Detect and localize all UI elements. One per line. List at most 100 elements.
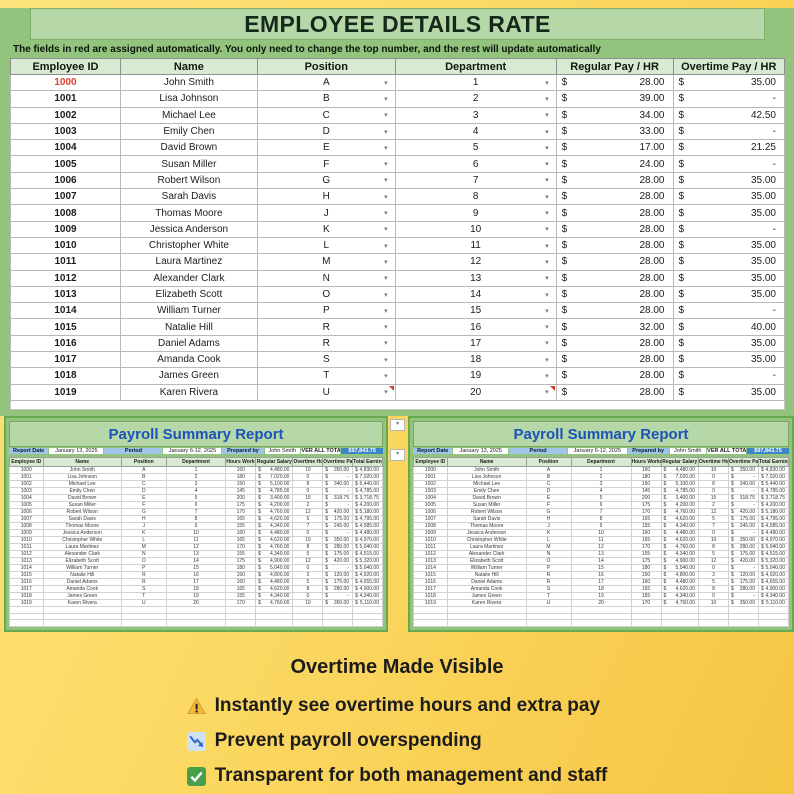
- cell-position[interactable]: A ▾: [256, 73, 396, 92]
- cell-regular-pay[interactable]: $28.00: [555, 351, 674, 369]
- cell-position[interactable]: G ▾: [256, 171, 396, 190]
- cell-name[interactable]: John Smith: [119, 73, 258, 92]
- cell-regular-pay[interactable]: $28.00: [555, 367, 674, 385]
- cell-position[interactable]: E ▾: [256, 139, 396, 157]
- dropdown-arrow-icon[interactable]: ▾: [384, 340, 388, 348]
- cell-department[interactable]: 17 ▾: [394, 334, 557, 353]
- cell-employee-id[interactable]: 1017: [10, 351, 121, 369]
- dropdown-arrow-icon[interactable]: ▾: [384, 258, 388, 266]
- dropdown-arrow-icon[interactable]: ▾: [384, 193, 388, 201]
- cell-regular-pay[interactable]: $28.00: [555, 334, 674, 353]
- cell-regular-pay[interactable]: $32.00: [555, 318, 674, 336]
- cell-position[interactable]: C ▾: [256, 106, 396, 124]
- cell-employee-id[interactable]: 1014: [10, 302, 121, 320]
- cell-department[interactable]: 18 ▾: [394, 351, 557, 369]
- cell-name[interactable]: Amanda Cook: [119, 351, 258, 369]
- dropdown-arrow-icon[interactable]: ▾: [384, 112, 388, 120]
- cell-name[interactable]: David Brown: [119, 139, 258, 157]
- cell-overtime-pay[interactable]: $35.00: [672, 269, 785, 287]
- cell-name[interactable]: Emily Chen: [119, 122, 258, 141]
- cell-employee-id[interactable]: 1000: [10, 73, 121, 92]
- cell-regular-pay[interactable]: $28.00: [555, 188, 674, 206]
- cell-position[interactable]: J ▾: [256, 204, 396, 222]
- cell-position[interactable]: U ▾: [256, 383, 396, 401]
- cell-employee-id[interactable]: 1001: [10, 90, 121, 108]
- cell-position[interactable]: P ▾: [256, 302, 396, 320]
- cell-regular-pay[interactable]: $28.00: [555, 383, 674, 401]
- cell-employee-id[interactable]: 1016: [10, 334, 121, 353]
- cell-overtime-pay[interactable]: $40.00: [672, 318, 785, 336]
- cell-name[interactable]: Karen Rivera: [119, 383, 258, 401]
- cell-name[interactable]: William Turner: [119, 302, 258, 320]
- cell-name[interactable]: Michael Lee: [119, 106, 258, 124]
- dropdown-arrow-icon[interactable]: ▾: [545, 372, 549, 380]
- cell-regular-pay[interactable]: $39.00: [555, 90, 674, 108]
- cell-name[interactable]: Elizabeth Scott: [119, 285, 258, 304]
- cell-department[interactable]: 3 ▾: [394, 106, 557, 124]
- cell-position[interactable]: D ▾: [256, 122, 396, 141]
- dropdown-arrow-icon[interactable]: ▾: [545, 210, 549, 218]
- cell-regular-pay[interactable]: $28.00: [555, 302, 674, 320]
- cell-department[interactable]: 4 ▾: [394, 122, 557, 141]
- dropdown-arrow-icon[interactable]: ▾: [545, 242, 549, 250]
- dropdown-arrow-icon[interactable]: ▾: [384, 161, 388, 169]
- dropdown-arrow-icon[interactable]: ▾: [384, 324, 388, 332]
- cell-position[interactable]: S ▾: [256, 351, 396, 369]
- cell-department[interactable]: 15 ▾: [394, 302, 557, 320]
- cell-employee-id[interactable]: 1012: [10, 269, 121, 287]
- cell-overtime-pay[interactable]: $35.00: [672, 383, 785, 401]
- cell-overtime-pay[interactable]: $ -: [672, 155, 785, 173]
- cell-regular-pay[interactable]: $33.00: [555, 122, 674, 141]
- cell-employee-id[interactable]: 1015: [10, 318, 121, 336]
- cell-name[interactable]: Christopher White: [119, 236, 258, 255]
- cell-overtime-pay[interactable]: $ -: [672, 367, 785, 385]
- dropdown-arrow-icon[interactable]: ▾: [545, 307, 549, 315]
- cell-department[interactable]: 1 ▾: [394, 73, 557, 92]
- cell-overtime-pay[interactable]: $35.00: [672, 334, 785, 353]
- dropdown-arrow-icon[interactable]: ▾: [384, 226, 388, 234]
- cell-overtime-pay[interactable]: $35.00: [672, 253, 785, 271]
- dropdown-arrow-icon[interactable]: ▾: [384, 242, 388, 250]
- cell-regular-pay[interactable]: $28.00: [555, 285, 674, 304]
- cell-name[interactable]: Thomas Moore: [119, 204, 258, 222]
- dropdown-arrow-icon[interactable]: ▾: [545, 291, 549, 299]
- cell-regular-pay[interactable]: $28.00: [555, 73, 674, 92]
- dropdown-arrow-icon[interactable]: ▾: [384, 389, 388, 397]
- cell-employee-id[interactable]: 1005: [10, 155, 121, 173]
- cell-employee-id[interactable]: 1009: [10, 220, 121, 238]
- dropdown-arrow-icon[interactable]: ▾: [545, 324, 549, 332]
- cell-overtime-pay[interactable]: $35.00: [672, 351, 785, 369]
- cell-overtime-pay[interactable]: $35.00: [672, 73, 785, 92]
- cell-department[interactable]: 9 ▾: [394, 204, 557, 222]
- cell-overtime-pay[interactable]: $21.25: [672, 139, 785, 157]
- cell-employee-id[interactable]: 1004: [10, 139, 121, 157]
- cell-regular-pay[interactable]: $34.00: [555, 106, 674, 124]
- cell-position[interactable]: R ▾: [256, 334, 396, 353]
- dropdown-arrow-icon[interactable]: ▾: [384, 356, 388, 364]
- cell-name[interactable]: Lisa Johnson: [119, 90, 258, 108]
- cell-employee-id[interactable]: 1011: [10, 253, 121, 271]
- cell-employee-id[interactable]: 1019: [10, 383, 121, 401]
- cell-regular-pay[interactable]: $28.00: [555, 236, 674, 255]
- cell-position[interactable]: L ▾: [256, 236, 396, 255]
- dropdown-arrow-icon[interactable]: ▾: [384, 79, 388, 87]
- dropdown-arrow-icon[interactable]: ▾: [545, 340, 549, 348]
- cell-employee-id[interactable]: 1008: [10, 204, 121, 222]
- cell-regular-pay[interactable]: $28.00: [555, 171, 674, 190]
- dropdown-arrow-icon[interactable]: ▾: [545, 389, 549, 397]
- cell-overtime-pay[interactable]: $35.00: [672, 188, 785, 206]
- cell-overtime-pay[interactable]: $42.50: [672, 106, 785, 124]
- cell-employee-id[interactable]: 1006: [10, 171, 121, 190]
- cell-overtime-pay[interactable]: $35.00: [672, 171, 785, 190]
- cell-department[interactable]: 5 ▾: [394, 139, 557, 157]
- cell-overtime-pay[interactable]: $35.00: [672, 236, 785, 255]
- cell-department[interactable]: 16 ▾: [394, 318, 557, 336]
- cell-name[interactable]: Sarah Davis: [119, 188, 258, 206]
- dropdown-arrow-icon[interactable]: ▾: [545, 144, 549, 152]
- dropdown-arrow-icon[interactable]: ▾: [545, 177, 549, 185]
- dropdown-arrow-icon[interactable]: ▾: [384, 128, 388, 136]
- dropdown-arrow-icon[interactable]: ▾: [545, 161, 549, 169]
- cell-overtime-pay[interactable]: $35.00: [672, 204, 785, 222]
- dropdown-arrow-icon[interactable]: ▾: [545, 226, 549, 234]
- cell-overtime-pay[interactable]: $ -: [672, 302, 785, 320]
